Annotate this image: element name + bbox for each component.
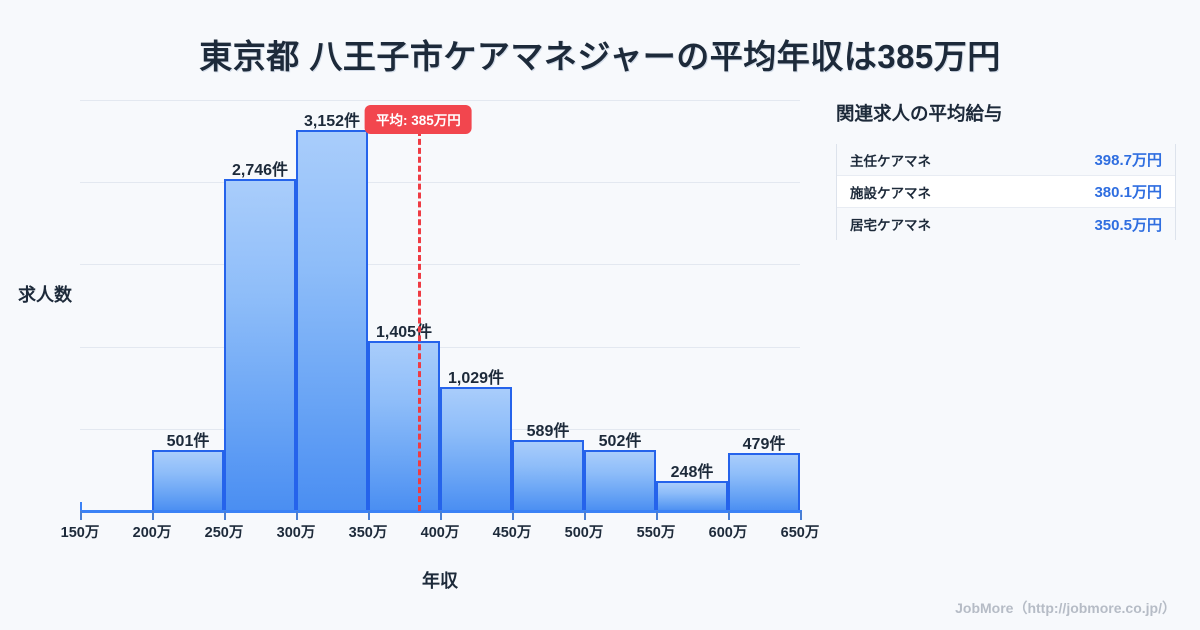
bar-value-label: 1,405件	[375, 324, 433, 342]
related-salary-row-value: 350.5万円	[1094, 216, 1162, 234]
x-axis-tick	[584, 511, 586, 520]
related-salary-row-value: 398.7万円	[1094, 152, 1162, 169]
x-axis-start-tick	[80, 502, 82, 512]
related-salary-row: 施設ケアマネ 380.1万円	[837, 176, 1175, 208]
chart-plot-area: 501件 2,746件 3,152件 1,405件 1,029件 589件 502件 248件…	[80, 100, 800, 511]
x-axis-tick	[368, 511, 370, 520]
x-axis-tick	[152, 511, 154, 520]
related-salary-row: 主任ケアマネ 398.7万円	[837, 144, 1175, 176]
x-axis-tick	[728, 511, 730, 520]
x-axis-tick-label: 400万	[420, 525, 460, 541]
x-axis-tick	[512, 511, 514, 520]
gridline	[80, 346, 800, 348]
bar-value-label: 248件	[670, 464, 714, 482]
bar-value-label: 479件	[742, 436, 786, 454]
gridline	[80, 182, 800, 184]
x-axis-tick-label: 500万	[564, 525, 604, 541]
chart-bar	[656, 481, 728, 511]
bar-value-label: 589件	[526, 422, 570, 440]
bar-value-label: 3,152件	[303, 112, 361, 130]
x-axis-tick	[224, 511, 226, 520]
x-axis-tick-label: 450万	[492, 525, 532, 541]
average-line	[418, 130, 422, 511]
x-axis-tick-label: 550万	[636, 525, 676, 541]
related-salary-table: 主任ケアマネ 398.7万円施設ケアマネ 380.1万円居宅ケアマネ 350.5万円	[836, 144, 1176, 240]
x-axis-tick-label: 150万	[60, 525, 100, 541]
x-axis-tick-label: 200万	[132, 525, 172, 541]
related-salary-row: 居宅ケアマネ 350.5万円	[837, 208, 1175, 240]
chart-bar	[584, 450, 656, 511]
related-salary-row-label: 施設ケアマネ	[850, 185, 931, 201]
related-salary-row-label: 主任ケアマネ	[850, 153, 931, 169]
related-salary-panel: 関連求人の平均給与 主任ケアマネ 398.7万円施設ケアマネ 380.1万円居宅ケア…	[836, 100, 1176, 240]
x-axis-title: 年収	[422, 571, 458, 591]
chart-bar	[152, 450, 224, 511]
bar-value-label: 1,029件	[447, 369, 505, 387]
x-axis-tick-label: 350万	[348, 525, 388, 541]
chart-bar	[440, 386, 512, 511]
related-salary-row-value: 380.1万円	[1094, 184, 1162, 201]
watermark: JobMore（http://jobmore.co.jp/）	[955, 600, 1176, 616]
x-axis-tick	[440, 511, 442, 520]
bar-value-label: 2,746件	[231, 162, 289, 180]
chart-bar	[512, 439, 584, 511]
chart-bar	[224, 179, 296, 511]
x-axis-tick	[800, 511, 802, 520]
x-axis-tick-label: 600万	[708, 525, 748, 541]
page-title: 東京都 八王子市ケアマネジャーの平均年収は385万円	[199, 38, 1001, 75]
x-axis-tick	[80, 511, 82, 520]
x-axis-tick	[656, 511, 658, 520]
bar-value-label: 501件	[166, 433, 210, 451]
bar-value-label: 502件	[598, 433, 642, 451]
chart-bar	[368, 341, 440, 511]
chart-bar	[296, 129, 368, 511]
x-axis-tick	[296, 511, 298, 520]
gridline	[80, 264, 800, 266]
y-axis-title: 求人数	[18, 285, 72, 305]
x-axis-tick-label: 250万	[204, 525, 244, 541]
average-badge: 平均: 385万円	[365, 105, 472, 134]
x-axis-tick-label: 300万	[276, 525, 316, 541]
related-salary-title: 関連求人の平均給与	[836, 103, 1003, 124]
chart-bar	[728, 453, 800, 511]
related-salary-row-label: 居宅ケアマネ	[850, 218, 931, 233]
x-axis-tick-label: 650万	[780, 525, 820, 541]
gridline	[80, 100, 800, 101]
